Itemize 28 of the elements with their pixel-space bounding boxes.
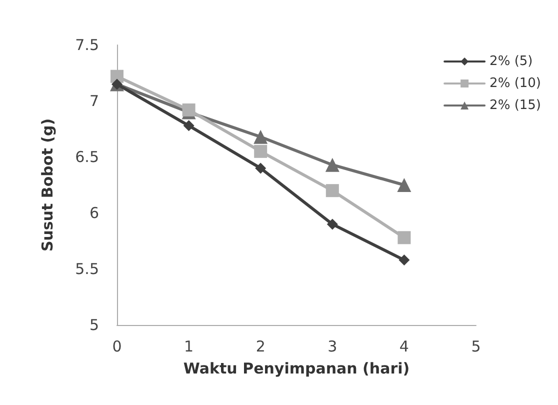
y-axis-title: Susut Bobot (g) [38,118,56,252]
legend-label: 2% (15) [490,98,542,113]
x-tick-label: 1 [184,338,194,356]
point [326,184,339,198]
x-tick-label: 4 [399,338,409,356]
y-tick-label: 7.5 [75,36,99,54]
x-tick-label: 0 [112,338,122,356]
y-tick-label: 5.5 [75,260,99,278]
point [182,103,196,116]
point [398,254,410,266]
x-tick-label: 5 [471,338,481,356]
point [254,144,268,158]
y-tick-label: 7 [89,92,99,110]
point [397,178,412,192]
x-axis-title: Waktu Penyimpanan (hari) [183,360,410,378]
point [325,158,340,172]
y-tick-label: 5 [89,316,99,334]
point [183,120,194,132]
point [254,130,268,144]
legend-label: 2% (5) [490,54,533,69]
y-tick-label: 6.5 [75,148,99,166]
point [326,218,338,230]
point [398,231,411,244]
x-tick-label: 2 [256,338,266,356]
y-tick-label: 6 [89,204,99,222]
x-tick-label: 3 [328,338,338,356]
point [255,162,266,174]
legend-label: 2% (10) [490,76,542,91]
